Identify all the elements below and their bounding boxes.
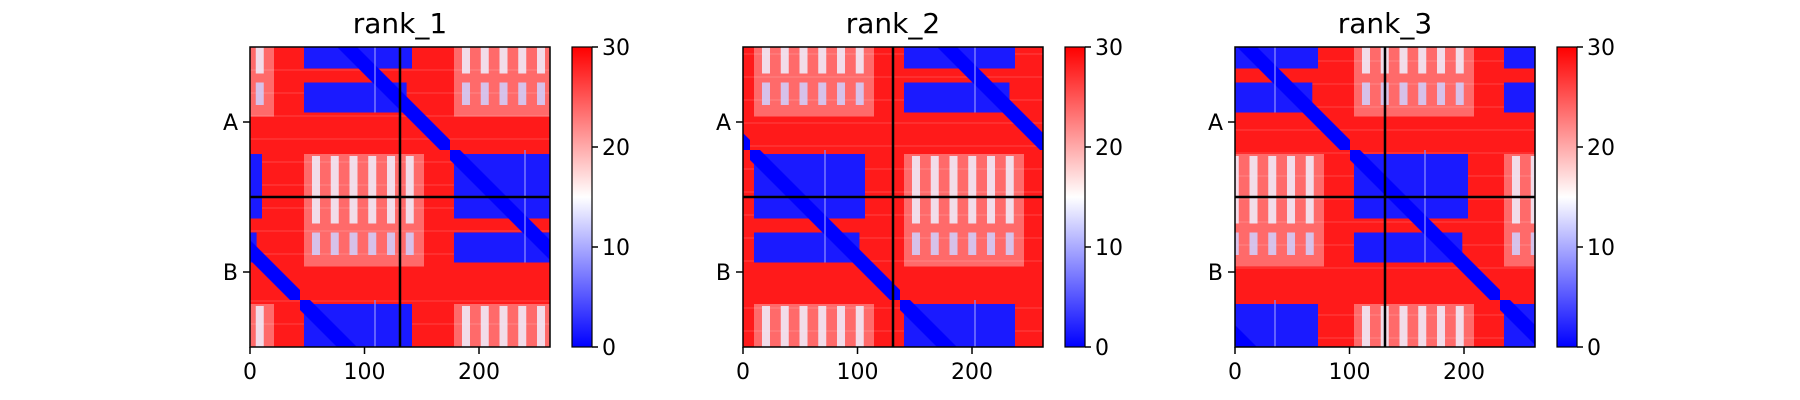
colorbar-tick-label: 20 [602,136,630,161]
colorbar-tick-label: 20 [1095,136,1123,161]
colorbar-tick-label: 10 [1095,236,1123,261]
colorbar-tick-label: 30 [1587,36,1615,61]
colorbar [1557,47,1577,347]
panel-2: rank_2 A B 0 100 200 0 10 20 30 [716,7,1123,385]
colorbar-tick-label: 10 [602,236,630,261]
panel-title: rank_1 [353,7,447,40]
colorbar-tick-label: 20 [1587,136,1615,161]
x-tick-label: 0 [243,360,257,385]
x-tick-label: 100 [344,360,386,385]
colorbar-frame [1556,46,1578,348]
panel-3: rank_3 A B 0 100 200 0 10 20 30 [1208,7,1615,385]
x-tick-label: 0 [1228,360,1242,385]
y-tick-label: A [716,111,731,136]
x-tick-label: 100 [1329,360,1371,385]
x-tick-label: 200 [1443,360,1485,385]
x-tick-label: 200 [951,360,993,385]
heatmap-frame [742,46,1044,348]
colorbar-tick-label: 10 [1587,236,1615,261]
colorbar-frame [1064,46,1086,348]
y-tick-label: B [716,261,731,286]
colorbar [1065,47,1085,347]
colorbar-tick-label: 30 [602,36,630,61]
x-tick-label: 0 [736,360,750,385]
colorbar-tick-label: 0 [602,336,616,361]
y-tick-label: A [223,111,238,136]
colorbar-tick-label: 30 [1095,36,1123,61]
panel-title: rank_2 [846,7,940,40]
heatmap-frame [249,46,551,348]
x-tick-label: 200 [458,360,500,385]
colorbar-tick-label: 0 [1095,336,1109,361]
y-tick-label: B [223,261,238,286]
colorbar-tick-label: 0 [1587,336,1601,361]
colorbar-frame [571,46,593,348]
colorbar [572,47,592,347]
y-tick-label: A [1208,111,1223,136]
heatmap-frame [1234,46,1536,348]
panel-1: rank_1 A B 0 100 200 0 10 20 30 [223,7,630,385]
panel-title: rank_3 [1338,7,1432,40]
x-tick-label: 100 [837,360,879,385]
y-tick-label: B [1208,261,1223,286]
